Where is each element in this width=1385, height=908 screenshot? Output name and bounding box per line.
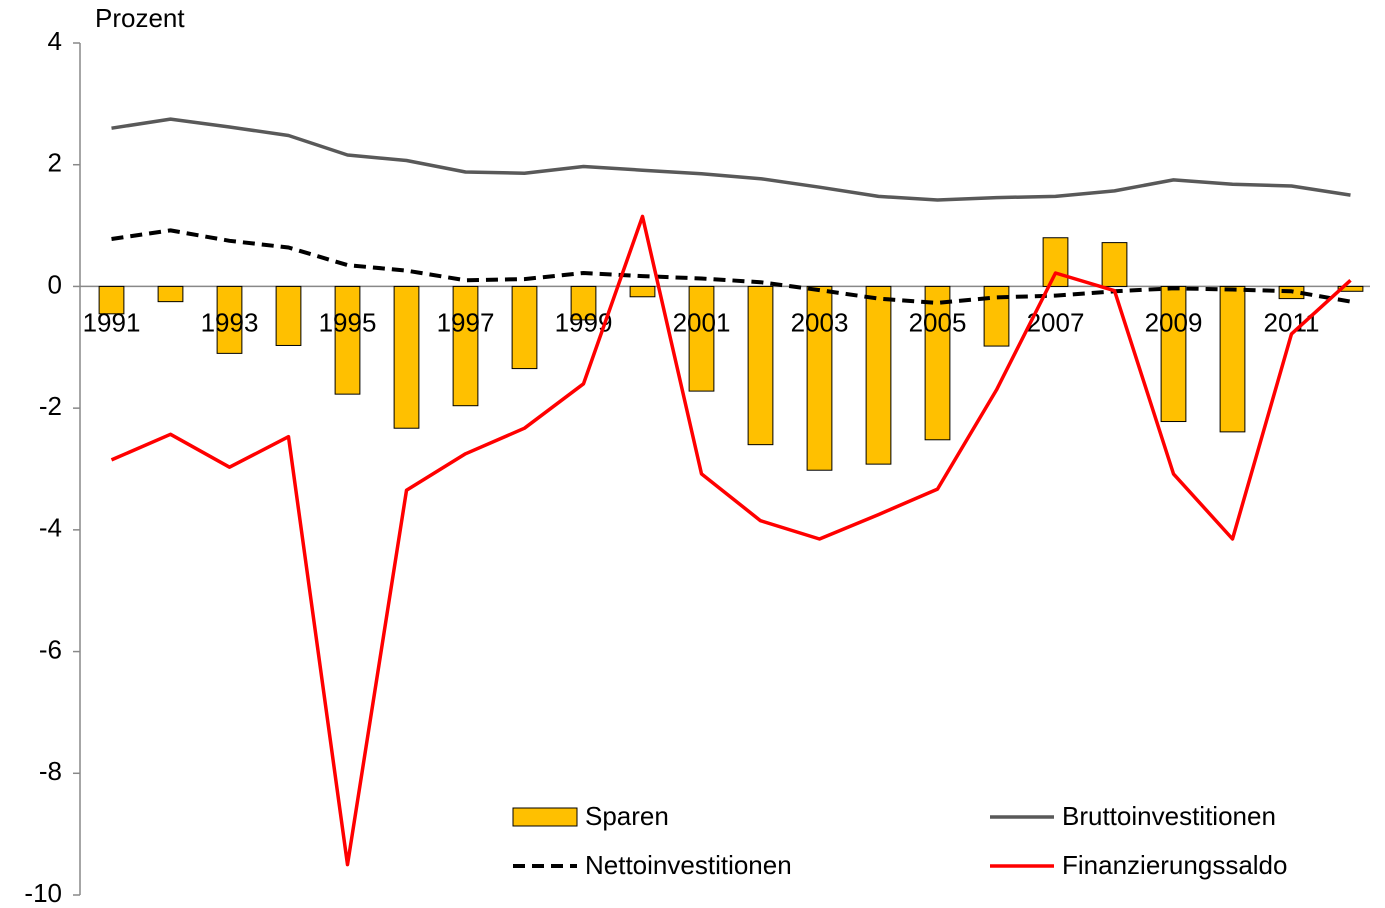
x-tick-label: 2005 bbox=[909, 307, 967, 337]
y-tick-label: 0 bbox=[48, 269, 62, 299]
bar bbox=[806, 285, 833, 471]
bar bbox=[629, 285, 656, 298]
bar bbox=[334, 285, 361, 395]
legend-label: Nettoinvestitionen bbox=[585, 850, 792, 880]
bar bbox=[1337, 285, 1364, 292]
bar bbox=[275, 285, 302, 346]
bar bbox=[688, 285, 715, 392]
y-tick-label: -6 bbox=[39, 634, 62, 664]
x-tick-label: 2009 bbox=[1145, 307, 1203, 337]
y-tick-label: -4 bbox=[39, 513, 62, 543]
bar bbox=[924, 285, 951, 441]
x-tick-label: 1991 bbox=[83, 307, 141, 337]
legend-label: Sparen bbox=[585, 801, 669, 831]
y-tick-label: 2 bbox=[48, 148, 62, 178]
x-tick-label: 1995 bbox=[319, 307, 377, 337]
bar bbox=[1160, 285, 1187, 423]
y-tick-label: -2 bbox=[39, 391, 62, 421]
bar bbox=[98, 285, 125, 315]
legend-label: Finanzierungssaldo bbox=[1062, 850, 1287, 880]
y-tick-label: -8 bbox=[39, 756, 62, 786]
bar bbox=[1042, 237, 1069, 287]
line-series bbox=[111, 228, 1351, 305]
x-tick-label: 1997 bbox=[437, 307, 495, 337]
bar bbox=[865, 285, 892, 465]
legend-swatch bbox=[512, 807, 578, 827]
y-tick-label: -10 bbox=[24, 878, 62, 908]
bar bbox=[452, 285, 479, 407]
bar bbox=[157, 285, 184, 303]
bar bbox=[1219, 285, 1246, 433]
line-series bbox=[110, 214, 1352, 867]
bar bbox=[570, 285, 597, 321]
y-axis-label: Prozent bbox=[95, 3, 185, 33]
line-series bbox=[111, 117, 1351, 202]
bar bbox=[393, 285, 420, 429]
x-tick-label: 2003 bbox=[791, 307, 849, 337]
x-tick-label: 1993 bbox=[201, 307, 259, 337]
legend-label: Bruttoinvestitionen bbox=[1062, 801, 1276, 831]
bar bbox=[747, 285, 774, 446]
bar bbox=[216, 285, 243, 354]
x-tick-label: 2001 bbox=[673, 307, 731, 337]
y-tick-label: 4 bbox=[48, 26, 62, 56]
bar bbox=[1101, 242, 1128, 287]
bar bbox=[511, 285, 538, 370]
